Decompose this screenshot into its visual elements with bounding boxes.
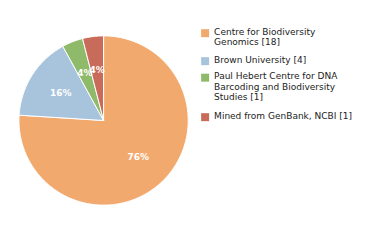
svg-text:16%: 16%: [50, 88, 72, 98]
svg-text:76%: 76%: [128, 152, 150, 162]
svg-text:Mined from GenBank, NCBI [1]: Mined from GenBank, NCBI [1]: [214, 111, 352, 121]
svg-text:Paul Hebert Centre for DNABarc: Paul Hebert Centre for DNABarcoding and …: [214, 71, 338, 102]
svg-text:Centre for BiodiversityGenomic: Centre for BiodiversityGenomics [18]: [214, 27, 316, 47]
svg-text:4%: 4%: [77, 68, 93, 79]
svg-text:Brown University [4]: Brown University [4]: [214, 55, 306, 65]
svg-text:4%: 4%: [90, 65, 105, 75]
